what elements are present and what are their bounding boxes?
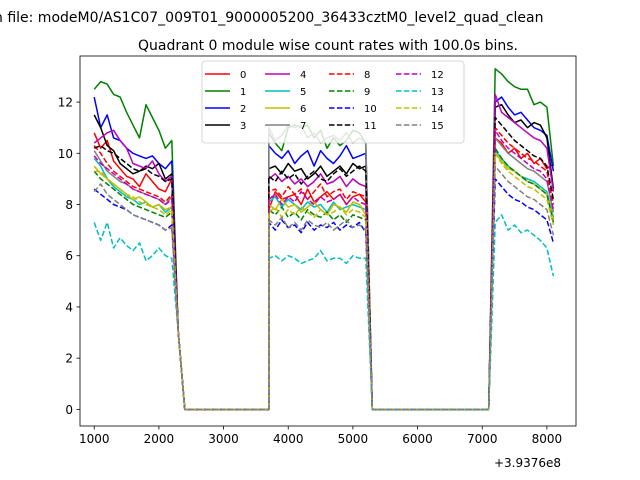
x-offset-label: +3.9376e8	[494, 456, 561, 470]
y-tick-label: 6	[65, 249, 73, 263]
series-line-8	[93, 126, 555, 411]
chart-title: Quadrant 0 module wise count rates with …	[138, 38, 518, 54]
series-line-9	[93, 147, 555, 411]
window-title: n file: modeM0/AS1C07_009T01_9000005200_…	[0, 10, 543, 26]
legend-label-13: 13	[431, 87, 444, 98]
legend-box	[201, 60, 465, 144]
x-tick-label: 7000	[467, 432, 498, 446]
legend-label-0: 0	[240, 70, 246, 81]
series-line-13	[93, 214, 555, 411]
y-tick-label: 10	[58, 147, 73, 161]
series-line-11	[93, 116, 555, 411]
series-line-15	[93, 165, 555, 411]
legend-label-14: 14	[431, 104, 444, 115]
y-tick-label: 0	[65, 403, 73, 417]
y-tick-label: 2	[65, 352, 73, 366]
series-line-14	[94, 152, 555, 411]
series-line-12	[93, 129, 555, 411]
legend-label-2: 2	[240, 104, 246, 115]
legend-label-7: 7	[300, 121, 306, 132]
x-tick-label: 6000	[402, 432, 433, 446]
axes: 1000 2000 3000 4000 5000 6000 7000 800002468101…	[58, 55, 577, 446]
y-tick-label: 4	[65, 300, 73, 314]
x-tick-label: 8000	[532, 432, 563, 446]
legend-label-1: 1	[240, 87, 246, 98]
legend-label-8: 8	[364, 70, 370, 81]
series-line-2	[93, 96, 555, 411]
legend-label-5: 5	[300, 87, 306, 98]
x-tick-label: 2000	[144, 432, 175, 446]
x-tick-label: 4000	[273, 432, 304, 446]
y-tick-label: 12	[58, 96, 73, 110]
legend-label-6: 6	[300, 104, 306, 115]
x-tick-label: 3000	[208, 432, 239, 446]
legend-label-12: 12	[431, 70, 444, 81]
series-line-3	[93, 103, 555, 411]
plot-area	[93, 68, 555, 411]
legend-label-4: 4	[300, 70, 306, 81]
axes-frame	[79, 55, 577, 427]
y-tick-label: 8	[65, 198, 73, 212]
series-line-4	[93, 93, 555, 411]
legend-label-10: 10	[364, 104, 377, 115]
legend-label-11: 11	[364, 121, 377, 132]
series-line-6	[93, 152, 555, 411]
legend-label-3: 3	[240, 121, 246, 132]
legend-label-15: 15	[431, 121, 444, 132]
x-tick-label: 1000	[79, 432, 110, 446]
legend-label-9: 9	[364, 87, 370, 98]
x-tick-label: 5000	[338, 432, 369, 446]
